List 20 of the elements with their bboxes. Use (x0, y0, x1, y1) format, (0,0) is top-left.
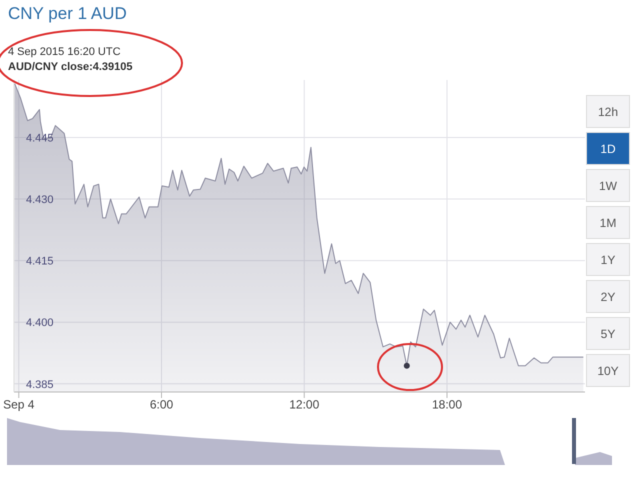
y-tick-label: 4.445 (26, 132, 54, 144)
text: 1M (586, 206, 630, 239)
text: 1W (586, 169, 630, 202)
chart-title: CNY per 1 AUD (8, 4, 127, 24)
text: 10Y (586, 354, 630, 387)
y-tick-label: 4.385 (26, 378, 54, 391)
text: AUD/CNY close:4.39105 (8, 60, 133, 75)
y-tick-label: 4.400 (26, 317, 54, 330)
text: 2Y (586, 280, 630, 313)
text: 1Y (586, 243, 630, 276)
text: 5Y (586, 317, 630, 350)
text: 4 Sep 2015 16:20 UTC (8, 45, 122, 60)
x-tick-label: Sep 4 (3, 398, 35, 412)
text: 1D (586, 132, 630, 165)
x-tick-label: 12:00 (289, 398, 320, 412)
y-tick-label: 4.430 (26, 194, 54, 206)
text: 12h (586, 95, 630, 128)
y-tick-label: 4.415 (26, 256, 54, 268)
x-tick-label: 18:00 (432, 398, 462, 412)
x-tick-label: 6:00 (150, 398, 174, 412)
